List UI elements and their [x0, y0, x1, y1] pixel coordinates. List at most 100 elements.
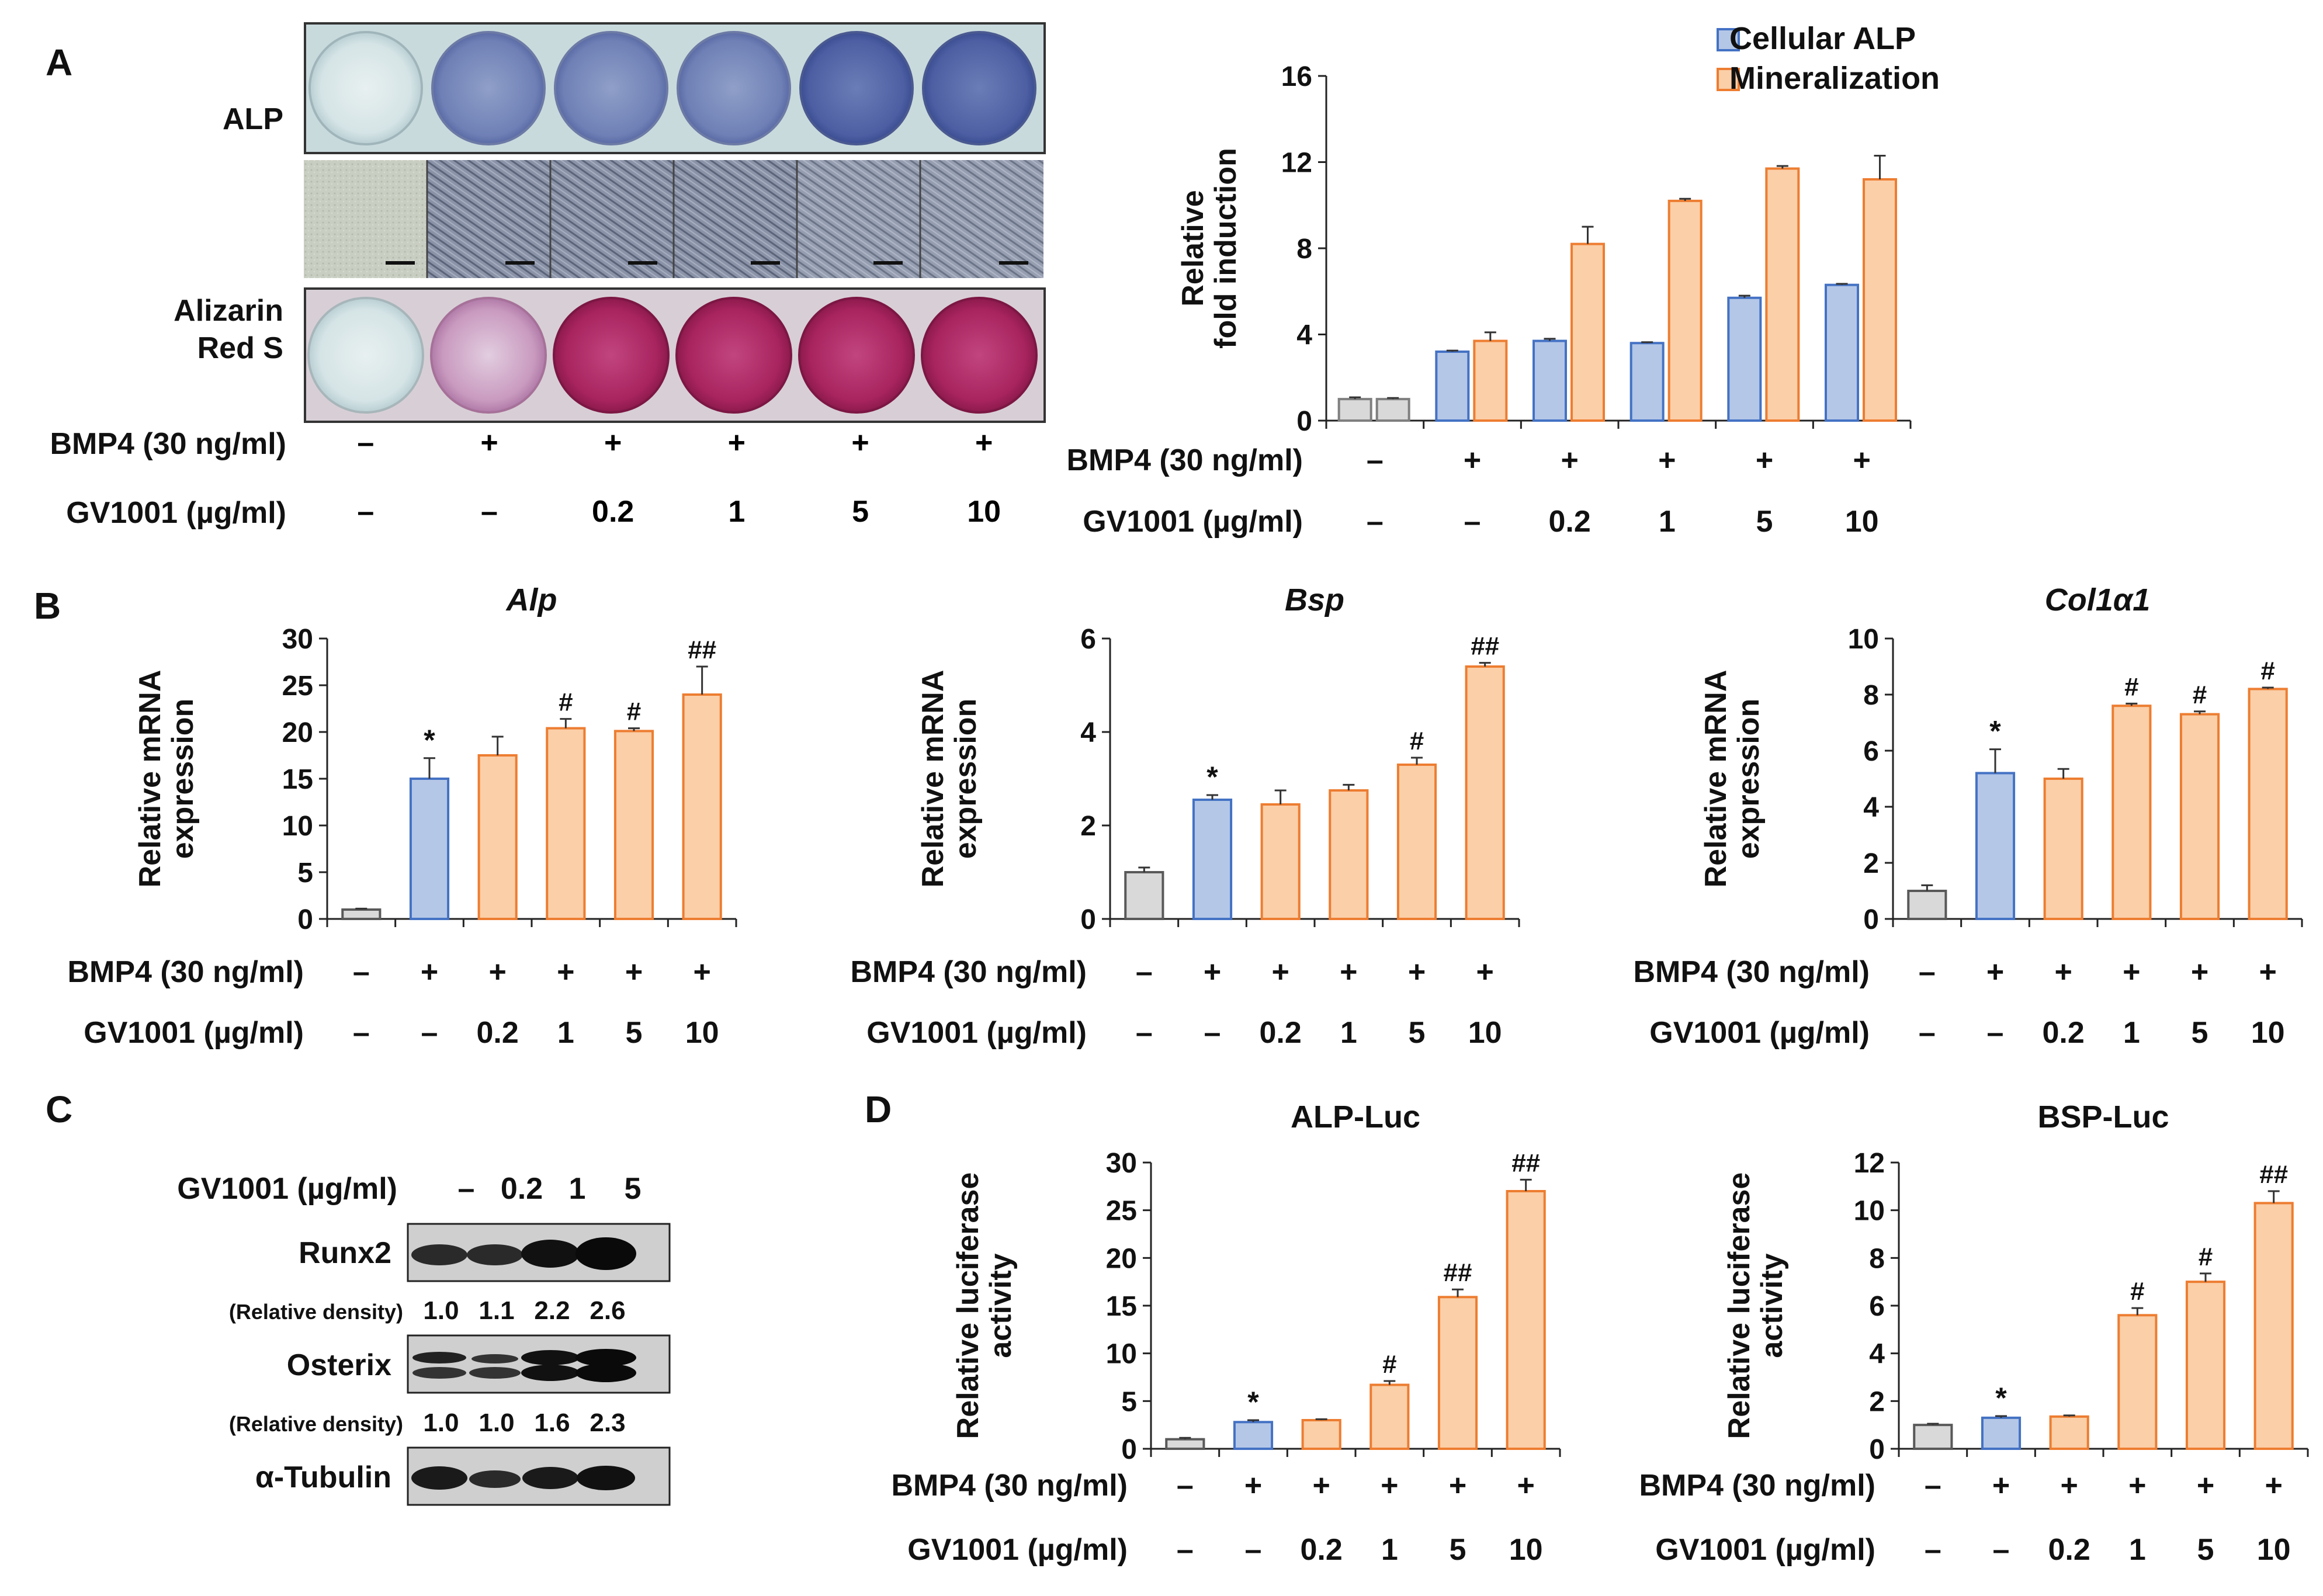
y-tick-label: 30: [282, 624, 313, 655]
a-gv-value: 5: [852, 495, 869, 529]
y-tick-label: 5: [297, 858, 313, 889]
bmp4-value: –: [1177, 1469, 1194, 1503]
a-bmp4-value: +: [851, 426, 869, 460]
bmp4-row-label: BMP4 (30 ng/ml): [851, 955, 1087, 989]
y-tick-label: 16: [1281, 61, 1312, 92]
gv-value: 10: [2257, 1533, 2291, 1567]
chart-title: ALP-Luc: [1291, 1099, 1420, 1134]
significance-mark: ##: [1444, 1258, 1472, 1287]
bmp4-value: +: [1756, 443, 1773, 477]
bar: [1727, 296, 1762, 422]
panel-label-d: D: [865, 1088, 892, 1130]
bmp4-value: –: [1919, 955, 1936, 989]
bar: [546, 727, 586, 920]
bmp4-value: +: [488, 955, 506, 989]
density-runx2: 2.6: [590, 1296, 625, 1325]
c-gv-value: 5: [625, 1172, 642, 1206]
band-label-runx2: Runx2: [299, 1236, 391, 1270]
significance-mark: ##: [1511, 1149, 1540, 1177]
y-tick-label: 15: [282, 764, 313, 795]
bar: [1863, 178, 1897, 422]
y-tick-label: 10: [1848, 624, 1879, 655]
y-axis-label: expression: [166, 699, 200, 859]
gv-value: 5: [626, 1016, 643, 1050]
bmp4-value: +: [1340, 955, 1357, 989]
gv-value: –: [353, 1016, 370, 1050]
bar: [2253, 1202, 2294, 1451]
bar: [1465, 665, 1505, 920]
band-label-osterix: Osterix: [287, 1348, 391, 1382]
bar: [2117, 1314, 2158, 1451]
bmp4-value: +: [2197, 1469, 2214, 1503]
y-tick-label: 0: [1121, 1434, 1137, 1465]
a-gv-value: 10: [967, 495, 1001, 529]
bar: [1165, 1438, 1205, 1451]
y-tick-label: 6: [1869, 1291, 1885, 1322]
significance-mark: *: [1995, 1382, 2007, 1414]
y-tick-label: 12: [1281, 148, 1312, 179]
y-tick-label: 12: [1854, 1148, 1885, 1179]
density-runx2: 1.0: [423, 1296, 459, 1325]
bar: [2111, 705, 2152, 920]
y-axis-label: Relative luciferase: [1722, 1172, 1756, 1439]
y-tick-label: 6: [1080, 624, 1096, 655]
bar: [2248, 688, 2288, 920]
y-tick-label: 0: [297, 904, 313, 935]
alp-well-strip: [304, 22, 1046, 154]
gv-row-label: GV1001 (µg/ml): [1655, 1533, 1875, 1567]
bar: [682, 693, 722, 920]
c-gv-value: 1: [569, 1172, 586, 1206]
significance-mark: *: [1989, 715, 2001, 748]
microscopy-strip: [304, 160, 1043, 278]
chart-title: Bsp: [1285, 582, 1344, 617]
bmp4-value: +: [1561, 443, 1578, 477]
significance-mark: #: [1410, 727, 1424, 755]
a-gv-label: GV1001 (µg/ml): [66, 496, 286, 530]
gv-value: 1: [1659, 505, 1676, 539]
legend-swatch: [1717, 68, 1740, 91]
bmp4-value: +: [2060, 1469, 2078, 1503]
y-tick-label: 20: [1106, 1243, 1137, 1274]
chart-title: Col1α1: [2045, 582, 2151, 617]
bar: [1337, 398, 1372, 422]
c-gv-value: –: [458, 1172, 475, 1206]
bmp4-value: +: [1464, 443, 1481, 477]
gv-value: –: [1987, 1016, 2004, 1050]
a-bmp4-value: –: [357, 426, 375, 460]
bar: [1533, 339, 1567, 422]
bar: [1124, 871, 1164, 920]
y-tick-label: 25: [1106, 1196, 1137, 1227]
gv-value: –: [1464, 505, 1481, 539]
bmp4-value: +: [1244, 1469, 1262, 1503]
gv-value: 10: [685, 1016, 719, 1050]
gv-value: 0.2: [1301, 1533, 1343, 1567]
row-label-alizarin: Alizarin: [174, 294, 283, 328]
gv-value: 1: [1381, 1533, 1398, 1567]
panel-label-c: C: [46, 1088, 73, 1130]
bmp4-value: –: [353, 955, 370, 989]
legend-label: Mineralization: [1729, 61, 1940, 96]
bar: [341, 908, 382, 920]
bmp4-value: –: [1367, 443, 1384, 477]
y-axis-label: Relative: [1176, 190, 1210, 306]
bar: [1629, 342, 1665, 422]
y-tick-label: 2: [1080, 811, 1096, 842]
y-tick-label: 15: [1106, 1291, 1137, 1322]
bmp4-value: +: [2054, 955, 2072, 989]
y-tick-label: 4: [1869, 1339, 1885, 1370]
y-tick-label: 0: [1863, 904, 1879, 935]
gv-value: 1: [557, 1016, 574, 1050]
significance-mark: #: [2199, 1243, 2213, 1271]
significance-mark: #: [2130, 1277, 2144, 1306]
bmp4-value: +: [1992, 1469, 2010, 1503]
y-tick-label: 2: [1863, 848, 1879, 879]
y-axis-label: Relative luciferase: [951, 1172, 985, 1439]
significance-mark: *: [1247, 1386, 1259, 1418]
bmp4-value: +: [1449, 1469, 1466, 1503]
bar: [477, 754, 518, 920]
gv-value: 5: [1756, 505, 1773, 539]
bmp4-value: +: [2265, 1469, 2282, 1503]
bar: [1369, 1383, 1410, 1451]
